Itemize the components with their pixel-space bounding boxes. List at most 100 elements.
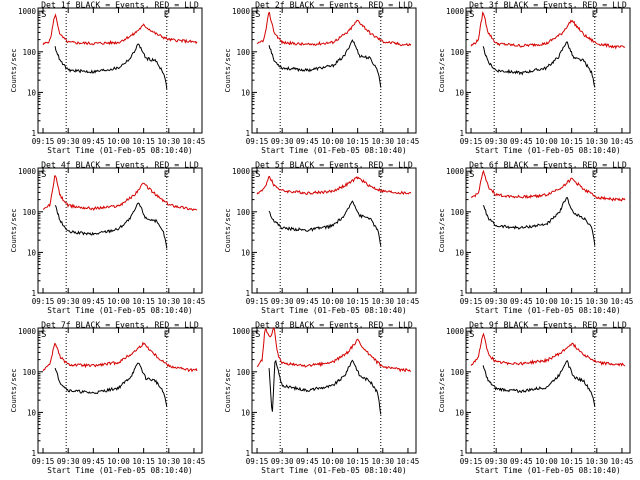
y-tick-label: 100	[22, 368, 36, 377]
y-tick-label: 1000	[232, 7, 251, 16]
x-tick-label: 10:00	[535, 297, 558, 306]
detector-panel-7: Det 7f BLACK = Events, RED = LLD 1 10 100 10…	[9, 320, 205, 476]
x-axis-label: Start Time (01-Feb-05 08:10:40)	[47, 466, 193, 475]
start-marker: S	[41, 170, 46, 180]
start-marker: S	[41, 330, 46, 340]
y-axis-label: Counts/sec	[223, 209, 232, 253]
y-tick-label: 100	[236, 368, 250, 377]
x-tick-label: 09:30	[271, 137, 294, 146]
x-tick-label: 10:45	[183, 297, 206, 306]
x-tick-label: 10:15	[346, 137, 369, 146]
series-lld-line	[42, 341, 198, 373]
x-axis-label: Start Time (01-Feb-05 08:10:40)	[475, 146, 621, 155]
chart-title: Det 3f BLACK = Events, RED = LLD	[469, 0, 627, 10]
series-events-line	[268, 39, 382, 88]
detector-panel-5: Det 5f BLACK = Events, RED = LLD 1 10 100 10…	[223, 160, 419, 316]
x-tick-label: 10:00	[535, 137, 558, 146]
x-tick-label: 10:30	[372, 297, 395, 306]
y-tick-label: 1	[459, 449, 464, 458]
x-tick-label: 09:45	[82, 137, 105, 146]
series-lld-line	[470, 11, 626, 50]
y-tick-label: 1	[245, 449, 250, 458]
series-events-line	[268, 200, 382, 246]
y-tick-label: 10	[241, 88, 251, 97]
detector-panel-6: Det 6f BLACK = Events, RED = LLD 1 10 100 10…	[437, 160, 633, 316]
y-tick-label: 1000	[18, 167, 37, 176]
plot-frame	[465, 7, 631, 134]
end-marker: E	[592, 170, 597, 180]
x-axis-label: Start Time (01-Feb-05 08:10:40)	[261, 466, 407, 475]
end-marker: E	[164, 10, 169, 20]
end-marker: E	[164, 330, 169, 340]
x-tick-label: 09:45	[510, 297, 533, 306]
y-axis-label: Counts/sec	[223, 369, 232, 413]
start-marker: S	[469, 170, 474, 180]
x-tick-label: 10:15	[560, 297, 583, 306]
x-axis-label: Start Time (01-Feb-05 08:10:40)	[475, 466, 621, 475]
x-axis-label: Start Time (01-Feb-05 08:10:40)	[47, 306, 193, 315]
x-tick-label: 09:15	[246, 297, 269, 306]
y-tick-label: 10	[27, 408, 37, 417]
x-tick-label: 09:15	[246, 457, 269, 466]
x-tick-label: 10:45	[611, 297, 634, 306]
x-tick-label: 09:15	[32, 137, 55, 146]
y-tick-label: 1	[31, 129, 36, 138]
y-tick-label: 10	[27, 88, 37, 97]
y-tick-label: 1000	[232, 167, 251, 176]
x-axis-label: Start Time (01-Feb-05 08:10:40)	[261, 146, 407, 155]
plot-frame	[37, 7, 203, 134]
y-axis-label: Counts/sec	[437, 49, 446, 93]
x-tick-label: 10:15	[132, 137, 155, 146]
x-tick-label: 10:30	[372, 137, 395, 146]
start-marker: S	[255, 10, 260, 20]
x-tick-label: 10:15	[132, 297, 155, 306]
x-tick-label: 10:30	[158, 457, 181, 466]
x-tick-label: 10:15	[346, 457, 369, 466]
x-tick-label: 09:30	[271, 457, 294, 466]
end-marker: E	[164, 170, 169, 180]
x-tick-label: 10:45	[397, 137, 420, 146]
x-tick-label: 10:30	[158, 297, 181, 306]
x-tick-label: 09:15	[32, 457, 55, 466]
y-tick-label: 10	[455, 88, 465, 97]
chart-title: Det 4f BLACK = Events, RED = LLD	[41, 160, 199, 170]
y-tick-label: 10	[455, 408, 465, 417]
start-marker: S	[255, 330, 260, 340]
detector-panel-8: Det 8f BLACK = Events, RED = LLD 1 10 100 10…	[223, 320, 419, 476]
y-tick-label: 100	[450, 48, 464, 57]
x-tick-label: 10:15	[560, 457, 583, 466]
y-tick-label: 1	[245, 129, 250, 138]
plot-frame	[251, 327, 417, 454]
y-tick-label: 1000	[446, 7, 465, 16]
series-events-line	[54, 202, 168, 249]
x-tick-label: 10:45	[183, 457, 206, 466]
series-lld-line	[256, 175, 412, 196]
start-marker: S	[41, 10, 46, 20]
plot-frame	[251, 7, 417, 134]
x-tick-label: 09:30	[485, 457, 508, 466]
start-marker: S	[469, 330, 474, 340]
start-marker: S	[469, 10, 474, 20]
x-tick-label: 10:15	[560, 137, 583, 146]
y-axis-label: Counts/sec	[9, 49, 18, 93]
series-lld-line	[470, 169, 626, 202]
y-axis-label: Counts/sec	[9, 209, 18, 253]
x-tick-label: 10:00	[107, 297, 130, 306]
y-tick-label: 100	[22, 48, 36, 57]
x-tick-label: 10:30	[586, 297, 609, 306]
y-tick-label: 1000	[232, 327, 251, 336]
x-tick-label: 10:30	[586, 137, 609, 146]
series-lld-line	[42, 175, 198, 212]
x-tick-label: 09:45	[82, 297, 105, 306]
chart-title: Det 9f BLACK = Events, RED = LLD	[469, 320, 627, 330]
x-tick-label: 10:45	[611, 457, 634, 466]
y-tick-label: 10	[241, 248, 251, 257]
series-events-line	[482, 196, 596, 246]
y-axis-label: Counts/sec	[9, 369, 18, 413]
end-marker: E	[378, 170, 383, 180]
end-marker: E	[378, 10, 383, 20]
end-marker: E	[378, 330, 383, 340]
x-tick-label: 10:00	[107, 457, 130, 466]
y-tick-label: 100	[236, 48, 250, 57]
detector-panel-4: Det 4f BLACK = Events, RED = LLD 1 10 100 10…	[9, 160, 205, 316]
